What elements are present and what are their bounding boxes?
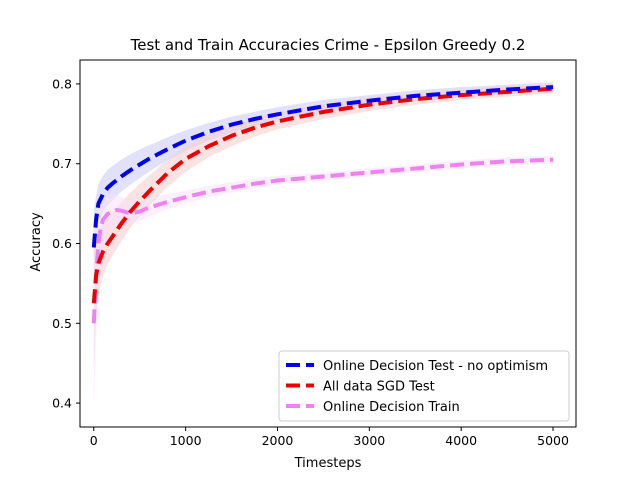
y-tick-label: 0.6 bbox=[52, 236, 72, 251]
y-tick-label: 0.4 bbox=[52, 396, 72, 411]
x-tick-label: 4000 bbox=[445, 433, 477, 448]
legend-label-2: All data SGD Test bbox=[323, 380, 435, 395]
chart-title: Test and Train Accuracies Crime - Epsilo… bbox=[130, 36, 526, 54]
x-axis-label: Timesteps bbox=[294, 456, 362, 471]
legend-box bbox=[278, 350, 570, 422]
y-axis-ticks: 0.4 0.5 0.6 0.7 0.8 bbox=[52, 76, 80, 411]
legend-label-3: Online Decision Train bbox=[323, 400, 460, 415]
y-tick-label: 0.7 bbox=[52, 156, 72, 171]
x-tick-label: 2000 bbox=[262, 433, 294, 448]
x-tick-label: 5000 bbox=[537, 433, 569, 448]
series-line-3 bbox=[91, 157, 554, 324]
y-axis-label: Accuracy bbox=[29, 212, 44, 272]
series-band-1 bbox=[93, 82, 554, 284]
series-line-2 bbox=[91, 86, 554, 304]
series-line-1 bbox=[91, 85, 554, 248]
x-tick-label: 3000 bbox=[353, 433, 385, 448]
x-axis-ticks: 0 1000 2000 3000 4000 5000 bbox=[90, 427, 569, 448]
x-tick-label: 1000 bbox=[170, 433, 202, 448]
plot-area bbox=[91, 82, 554, 411]
y-tick-label: 0.5 bbox=[52, 316, 72, 331]
legend: Online Decision Test - no optimism All da… bbox=[278, 350, 570, 422]
x-tick-label: 0 bbox=[90, 433, 98, 448]
series-band-2 bbox=[93, 83, 554, 372]
legend-label-1: Online Decision Test - no optimism bbox=[323, 359, 548, 374]
y-tick-label: 0.8 bbox=[52, 76, 72, 91]
